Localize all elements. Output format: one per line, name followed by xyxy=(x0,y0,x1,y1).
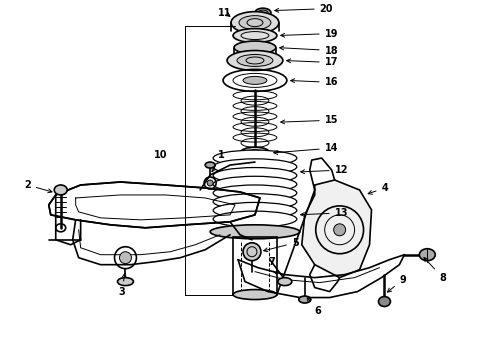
Ellipse shape xyxy=(205,162,215,168)
Ellipse shape xyxy=(243,243,261,261)
Ellipse shape xyxy=(240,147,270,159)
Text: 2: 2 xyxy=(24,180,52,193)
Ellipse shape xyxy=(233,289,277,300)
Text: 6: 6 xyxy=(307,298,321,316)
Text: 12: 12 xyxy=(301,165,348,175)
Text: 5: 5 xyxy=(264,238,298,252)
Polygon shape xyxy=(302,180,371,278)
Ellipse shape xyxy=(231,12,279,33)
Text: 18: 18 xyxy=(280,45,338,55)
Ellipse shape xyxy=(227,50,283,71)
Text: 16: 16 xyxy=(291,77,338,87)
Text: 9: 9 xyxy=(388,275,406,292)
Text: 20: 20 xyxy=(275,4,333,14)
Text: 19: 19 xyxy=(281,28,338,39)
Text: 11: 11 xyxy=(218,8,232,18)
Ellipse shape xyxy=(213,176,297,192)
Ellipse shape xyxy=(118,278,133,285)
Ellipse shape xyxy=(234,41,276,54)
Text: 10: 10 xyxy=(153,150,167,160)
Text: 8: 8 xyxy=(424,257,446,283)
Ellipse shape xyxy=(278,278,292,285)
Ellipse shape xyxy=(213,167,297,184)
Ellipse shape xyxy=(213,194,297,210)
Text: 4: 4 xyxy=(368,183,388,194)
Ellipse shape xyxy=(378,297,391,306)
Ellipse shape xyxy=(213,159,297,175)
Ellipse shape xyxy=(213,185,297,201)
Ellipse shape xyxy=(243,76,267,84)
Ellipse shape xyxy=(233,28,277,42)
Ellipse shape xyxy=(299,296,311,303)
Text: 17: 17 xyxy=(287,58,338,67)
Ellipse shape xyxy=(334,224,345,236)
Ellipse shape xyxy=(120,252,131,264)
Ellipse shape xyxy=(54,185,67,195)
Text: 14: 14 xyxy=(274,143,338,154)
Ellipse shape xyxy=(210,225,300,239)
Ellipse shape xyxy=(237,54,273,67)
Text: 1: 1 xyxy=(212,150,225,172)
Ellipse shape xyxy=(213,202,297,219)
Text: 13: 13 xyxy=(301,208,348,218)
Ellipse shape xyxy=(419,249,435,261)
Ellipse shape xyxy=(213,150,297,166)
Ellipse shape xyxy=(239,15,271,30)
Ellipse shape xyxy=(213,211,297,227)
Text: 3: 3 xyxy=(119,274,126,297)
Text: 7: 7 xyxy=(268,257,277,274)
Text: 15: 15 xyxy=(281,115,338,125)
Ellipse shape xyxy=(207,180,213,186)
Ellipse shape xyxy=(255,8,271,17)
